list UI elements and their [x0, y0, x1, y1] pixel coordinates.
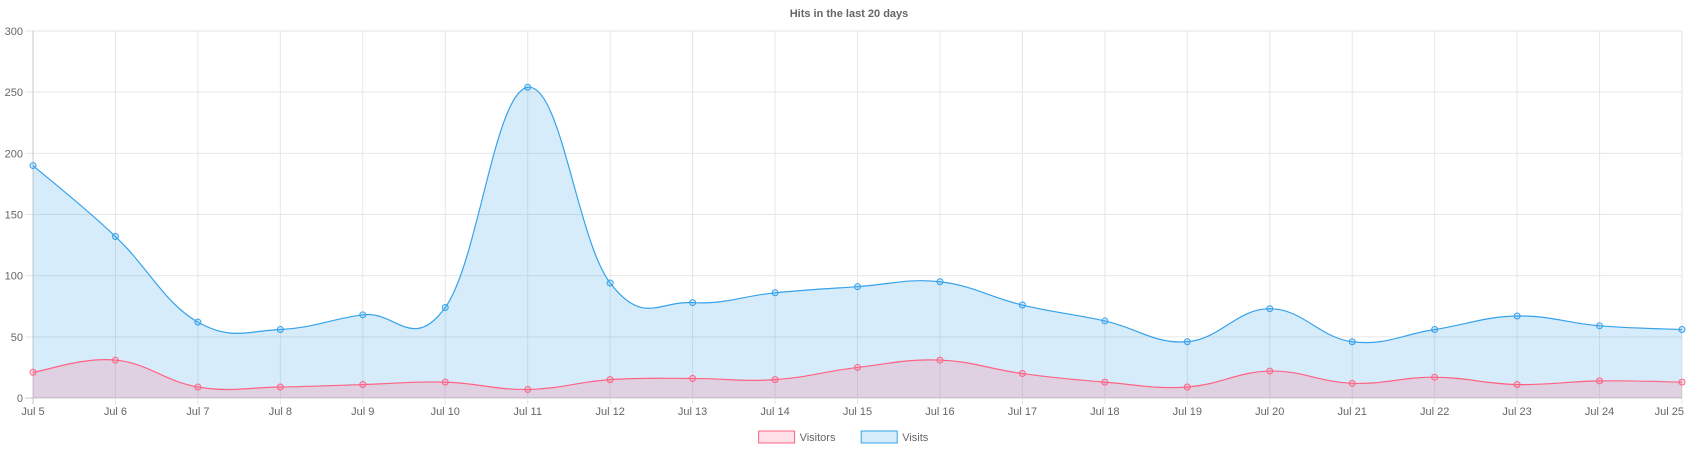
data-point-visits[interactable] [29, 162, 37, 170]
data-point-visitors[interactable] [194, 383, 202, 391]
data-point-visitors[interactable] [111, 356, 119, 364]
data-point-visits[interactable] [1101, 317, 1109, 325]
data-point-visits[interactable] [936, 278, 944, 286]
x-tick-label: Jul 6 [104, 406, 127, 418]
x-tick-label: Jul 18 [1090, 406, 1119, 418]
data-point-visitors[interactable] [29, 368, 37, 376]
x-tick-label: Jul 20 [1255, 406, 1284, 418]
x-tick-label: Jul 9 [351, 406, 374, 418]
data-point-visitors[interactable] [936, 356, 944, 364]
y-tick-label: 250 [5, 87, 23, 99]
data-point-visits[interactable] [1183, 338, 1191, 346]
x-tick-label: Jul 15 [843, 406, 872, 418]
series-line-visits [32, 86, 1683, 344]
legend: Visitors Visits [758, 430, 929, 444]
data-point-visits[interactable] [771, 289, 779, 297]
data-point-visitors[interactable] [854, 363, 861, 371]
x-tick-label: Jul 13 [678, 406, 707, 418]
x-tick-label: Jul 23 [1502, 406, 1531, 418]
data-point-visitors[interactable] [1596, 377, 1604, 385]
data-point-visits[interactable] [194, 318, 202, 326]
y-tick-label: 200 [5, 148, 23, 160]
data-point-visitors[interactable] [689, 374, 697, 382]
chart-title: Hits in the last 20 days [790, 8, 909, 20]
data-point-visits[interactable] [854, 283, 861, 291]
x-tick-label: Jul 8 [269, 406, 292, 418]
series-visits [29, 83, 1686, 398]
data-point-visitors[interactable] [276, 383, 284, 391]
y-tick-label: 50 [11, 332, 23, 344]
data-point-visits[interactable] [441, 303, 449, 311]
data-point-visits[interactable] [1678, 325, 1686, 333]
x-tick-label: Jul 7 [186, 406, 209, 418]
x-tick-label: Jul 25 [1655, 406, 1684, 418]
series-line-visitors [32, 359, 1683, 391]
data-point-visitors[interactable] [1431, 373, 1439, 381]
data-point-visitors[interactable] [524, 385, 532, 393]
data-point-visitors[interactable] [1183, 383, 1191, 391]
data-point-visits[interactable] [359, 311, 367, 319]
data-point-visits[interactable] [1431, 325, 1439, 333]
axes: 0 50 100 150 200 250 300 Jul 5 Jul 6 Jul 7 Jul 8 Ju… [5, 26, 1684, 418]
x-tick-label: Jul 22 [1420, 406, 1449, 418]
data-point-visits[interactable] [524, 83, 532, 91]
x-tick-label: Jul 19 [1173, 406, 1202, 418]
y-tick-label: 0 [17, 393, 23, 405]
data-point-visitors[interactable] [771, 376, 779, 384]
data-point-visits[interactable] [1018, 301, 1026, 309]
series-area-visits [33, 87, 1682, 398]
data-point-visitors[interactable] [1348, 379, 1356, 387]
data-point-visits[interactable] [1266, 305, 1274, 313]
legend-item-visits[interactable]: Visits [860, 430, 929, 444]
data-point-visitors[interactable] [1101, 378, 1109, 386]
data-point-visitors[interactable] [1018, 370, 1026, 378]
data-point-visitors[interactable] [1678, 378, 1686, 386]
legend-label-visits: Visits [902, 432, 929, 444]
series-area-visitors [33, 359, 1682, 398]
legend-label-visitors: Visitors [800, 432, 836, 444]
y-tick-label: 300 [5, 26, 23, 38]
data-point-visits[interactable] [111, 233, 119, 241]
series-visitors [29, 356, 1686, 398]
x-tick-label: Jul 11 [513, 406, 542, 418]
x-tick-label: Jul 17 [1008, 406, 1037, 418]
x-tick-label: Jul 21 [1338, 406, 1367, 418]
series-layer [29, 83, 1686, 398]
data-point-visitors[interactable] [606, 376, 614, 384]
data-point-visits[interactable] [1596, 322, 1604, 330]
data-point-visits[interactable] [1513, 312, 1521, 320]
x-tick-label: Jul 5 [21, 406, 44, 418]
y-tick-label: 150 [5, 210, 23, 222]
data-point-visitors[interactable] [441, 378, 449, 386]
y-tick-label: 100 [5, 271, 23, 283]
x-tick-label: Jul 10 [431, 406, 460, 418]
data-point-visitors[interactable] [1513, 381, 1521, 389]
legend-swatch-visitors [758, 430, 796, 444]
data-point-visits[interactable] [689, 299, 697, 307]
data-point-visitors[interactable] [359, 381, 367, 389]
x-tick-label: Jul 16 [925, 406, 954, 418]
data-point-visits[interactable] [1348, 338, 1356, 346]
data-point-visits[interactable] [276, 325, 284, 333]
grid-lines [25, 30, 1683, 404]
legend-swatch-visits [860, 430, 898, 444]
x-tick-label: Jul 24 [1585, 406, 1614, 418]
data-point-visitors[interactable] [1266, 367, 1274, 375]
data-point-visits[interactable] [606, 279, 614, 287]
legend-item-visitors[interactable]: Visitors [758, 430, 836, 444]
x-tick-label: Jul 14 [760, 406, 789, 418]
x-tick-label: Jul 12 [595, 406, 624, 418]
